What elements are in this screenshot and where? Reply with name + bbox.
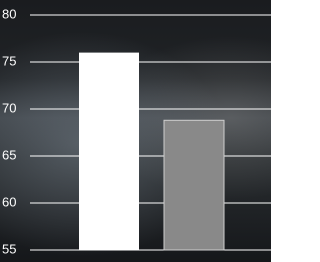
bar <box>164 120 224 250</box>
chart-container: 55 60 65 70 75 80 <box>0 0 271 262</box>
y-tick-label: 65 <box>2 147 16 162</box>
y-tick-label: 80 <box>2 6 16 21</box>
y-tick-label: 75 <box>2 53 16 68</box>
y-tick-label: 55 <box>2 241 16 256</box>
y-tick-label: 70 <box>2 100 16 115</box>
chart: 55 60 65 70 75 80 <box>0 0 271 262</box>
bar <box>79 53 139 250</box>
y-tick-label: 60 <box>2 194 16 209</box>
